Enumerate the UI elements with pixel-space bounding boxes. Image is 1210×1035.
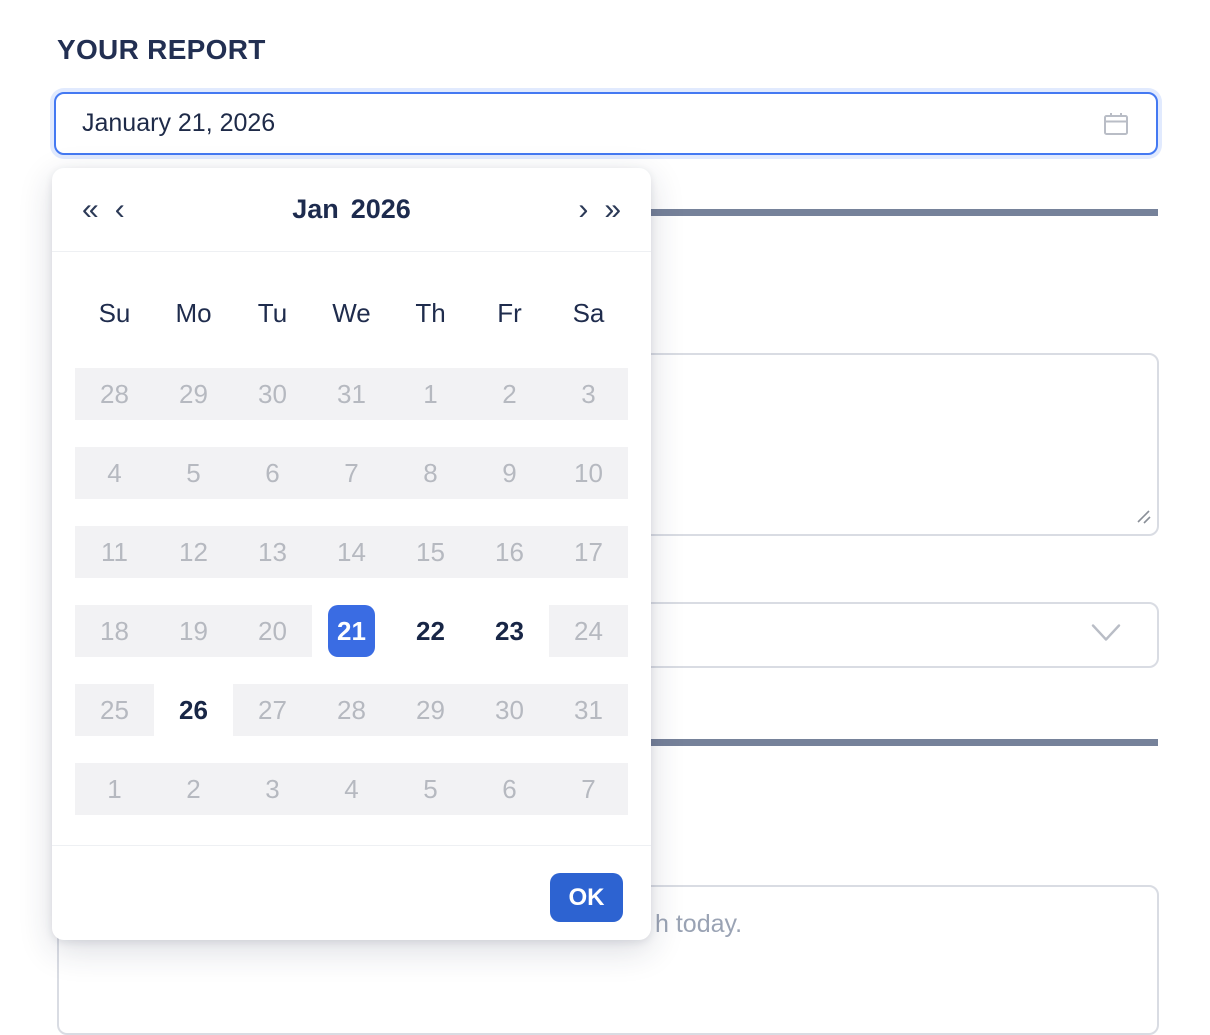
calendar-day-cell: 8 — [391, 447, 470, 499]
calendar-day-cell: 29 — [391, 684, 470, 736]
calendar-day-cell: 3 — [549, 368, 628, 420]
calendar-day-cell: 31 — [549, 684, 628, 736]
weekday-label: Mo — [175, 298, 212, 328]
year-select-button[interactable]: 2026 — [350, 194, 411, 224]
calendar-day-cell: 30 — [470, 684, 549, 736]
calendar-day-cell: 5 — [391, 763, 470, 815]
calendar-day-cell: 19 — [154, 605, 233, 657]
calendar-day-cell: 4 — [75, 447, 154, 499]
date-input-value: January 21, 2026 — [82, 109, 276, 137]
datepicker-popup: « ‹ Jan 2026 › » Su Mo Tu We Th Fr Sa 28 29 30 31 1… — [52, 168, 651, 940]
notes-placeholder-fragment: h today. — [655, 910, 743, 938]
calendar-day-cell: 6 — [470, 763, 549, 815]
calendar-day-cell: 12 — [154, 526, 233, 578]
calendar-day-cell[interactable]: 22 — [391, 605, 470, 657]
calendar-day-cell: 17 — [549, 526, 628, 578]
weekday-header-row: Su Mo Tu We Th Fr Sa — [75, 298, 628, 329]
weekday-label: Su — [98, 298, 131, 328]
weekday-label: We — [332, 298, 371, 328]
calendar-day-cell: 9 — [470, 447, 549, 499]
calendar-day-cell: 24 — [549, 605, 628, 657]
calendar-day-cell: 11 — [75, 526, 154, 578]
calendar-day-cell: 1 — [391, 368, 470, 420]
datepicker-footer: OK — [52, 845, 651, 940]
calendar-day-cell: 27 — [233, 684, 312, 736]
calendar-day-cell: 5 — [154, 447, 233, 499]
selected-day: 21 — [328, 605, 375, 657]
calendar-day-cell: 15 — [391, 526, 470, 578]
page-title: YOUR REPORT — [57, 34, 266, 65]
calendar-day-cell[interactable]: 26 — [154, 684, 233, 736]
month-select-button[interactable]: Jan — [292, 194, 339, 224]
ok-button[interactable]: OK — [550, 873, 623, 922]
calendar-day-cell: 14 — [312, 526, 391, 578]
calendar-day-cell: 13 — [233, 526, 312, 578]
calendar-day-cell: 3 — [233, 763, 312, 815]
calendar-day-cell[interactable]: 23 — [470, 605, 549, 657]
chevron-down-icon — [1089, 622, 1123, 649]
resize-handle-icon[interactable] — [1134, 507, 1152, 530]
datepicker-header: « ‹ Jan 2026 › » — [52, 168, 651, 252]
weekday-label: Tu — [257, 298, 288, 328]
calendar-day-cell: 20 — [233, 605, 312, 657]
calendar-day-cell: 28 — [312, 684, 391, 736]
next-month-button[interactable]: › — [578, 192, 589, 226]
calendar-day-cell: 2 — [470, 368, 549, 420]
calendar-day-cell: 25 — [75, 684, 154, 736]
calendar-day-cell: 6 — [233, 447, 312, 499]
calendar-day-cell: 30 — [233, 368, 312, 420]
calendar-day-cell: 4 — [312, 763, 391, 815]
calendar-day-cell: 2 — [154, 763, 233, 815]
calendar-day-cell: 18 — [75, 605, 154, 657]
calendar-day-cell: 1 — [75, 763, 154, 815]
datepicker-title: Jan 2026 — [125, 194, 579, 225]
next-year-button[interactable]: » — [604, 192, 621, 226]
calendar-day-cell[interactable]: 21 — [312, 605, 391, 657]
calendar-day-cell: 7 — [312, 447, 391, 499]
calendar-day-grid: 28 29 30 31 1 2 3 4 5 6 7 8 9 10 11 12 13 14 15 16 17 18 19 20 2… — [75, 368, 628, 842]
weekday-label: Th — [415, 298, 446, 328]
calendar-icon[interactable] — [1100, 108, 1132, 140]
weekday-label: Sa — [572, 298, 605, 328]
date-input[interactable]: January 21, 2026 — [54, 92, 1158, 155]
weekday-label: Fr — [497, 298, 522, 328]
prev-year-button[interactable]: « — [82, 192, 99, 226]
prev-month-button[interactable]: ‹ — [114, 192, 125, 226]
calendar-day-cell: 10 — [549, 447, 628, 499]
calendar-day-cell: 31 — [312, 368, 391, 420]
calendar-day-cell: 16 — [470, 526, 549, 578]
calendar-day-cell: 28 — [75, 368, 154, 420]
calendar-day-cell: 7 — [549, 763, 628, 815]
calendar-day-cell: 29 — [154, 368, 233, 420]
